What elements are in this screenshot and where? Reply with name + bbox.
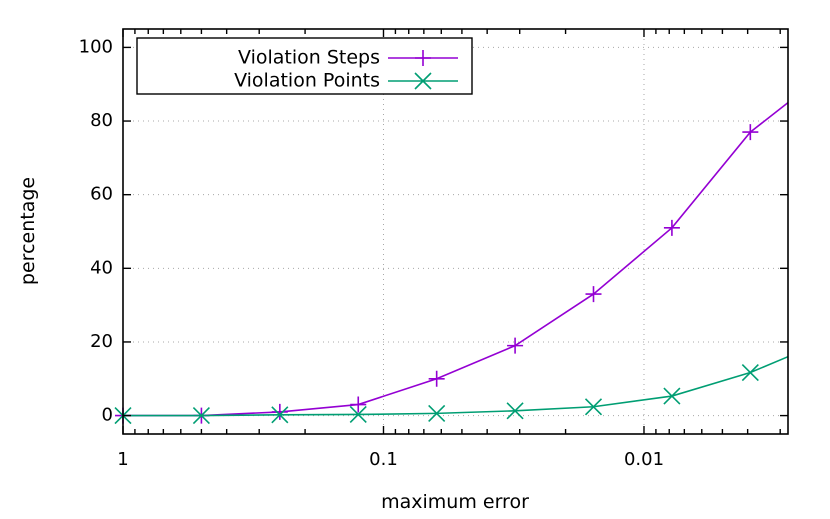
data-point-marker — [742, 124, 759, 141]
legend-label-violation-steps: Violation Steps — [238, 47, 380, 69]
legend-label-violation-points: Violation Points — [234, 70, 380, 92]
data-point-marker — [349, 405, 367, 424]
data-point-marker — [585, 286, 602, 303]
y-tick-label: 60 — [90, 184, 113, 205]
y-tick-label: 80 — [90, 110, 113, 131]
legend-marker-sample — [414, 72, 432, 90]
series-violation-points — [114, 355, 789, 425]
data-point-marker — [663, 387, 681, 405]
data-point-marker — [428, 370, 445, 387]
data-point-marker — [350, 396, 367, 413]
x-tick-label: 0.01 — [624, 449, 664, 470]
series-line — [123, 102, 789, 417]
plot-frame — [122, 28, 789, 435]
data-point-marker — [271, 403, 288, 420]
data-point-marker — [663, 219, 680, 236]
data-point-marker — [192, 407, 210, 425]
legend: Violation Steps Violation Points — [136, 37, 473, 95]
y-axis-title: percentage — [17, 177, 39, 285]
x-tick-label: 1 — [117, 449, 128, 470]
data-point-marker — [741, 363, 759, 382]
data-point-marker — [507, 337, 524, 354]
x-tick-label: 0.1 — [369, 449, 398, 470]
series-layer — [114, 102, 789, 425]
data-point-marker — [506, 402, 524, 420]
data-point-marker — [428, 404, 446, 422]
y-tick-label: 0 — [102, 405, 113, 426]
x-axis-title: maximum error — [381, 491, 529, 513]
series-line — [123, 355, 789, 417]
y-tick-label: 20 — [90, 331, 113, 352]
legend-box — [136, 37, 473, 95]
y-tick-label: 40 — [90, 257, 113, 278]
data-point-marker — [584, 398, 603, 416]
series-violation-steps — [115, 102, 789, 424]
legend-marker-sample — [415, 50, 431, 66]
data-point-marker — [271, 406, 289, 424]
y-tick-label: 100 — [79, 36, 113, 57]
axis-ticks: 0 20 40 60 80 100 1 0.1 0.01 — [79, 29, 788, 470]
